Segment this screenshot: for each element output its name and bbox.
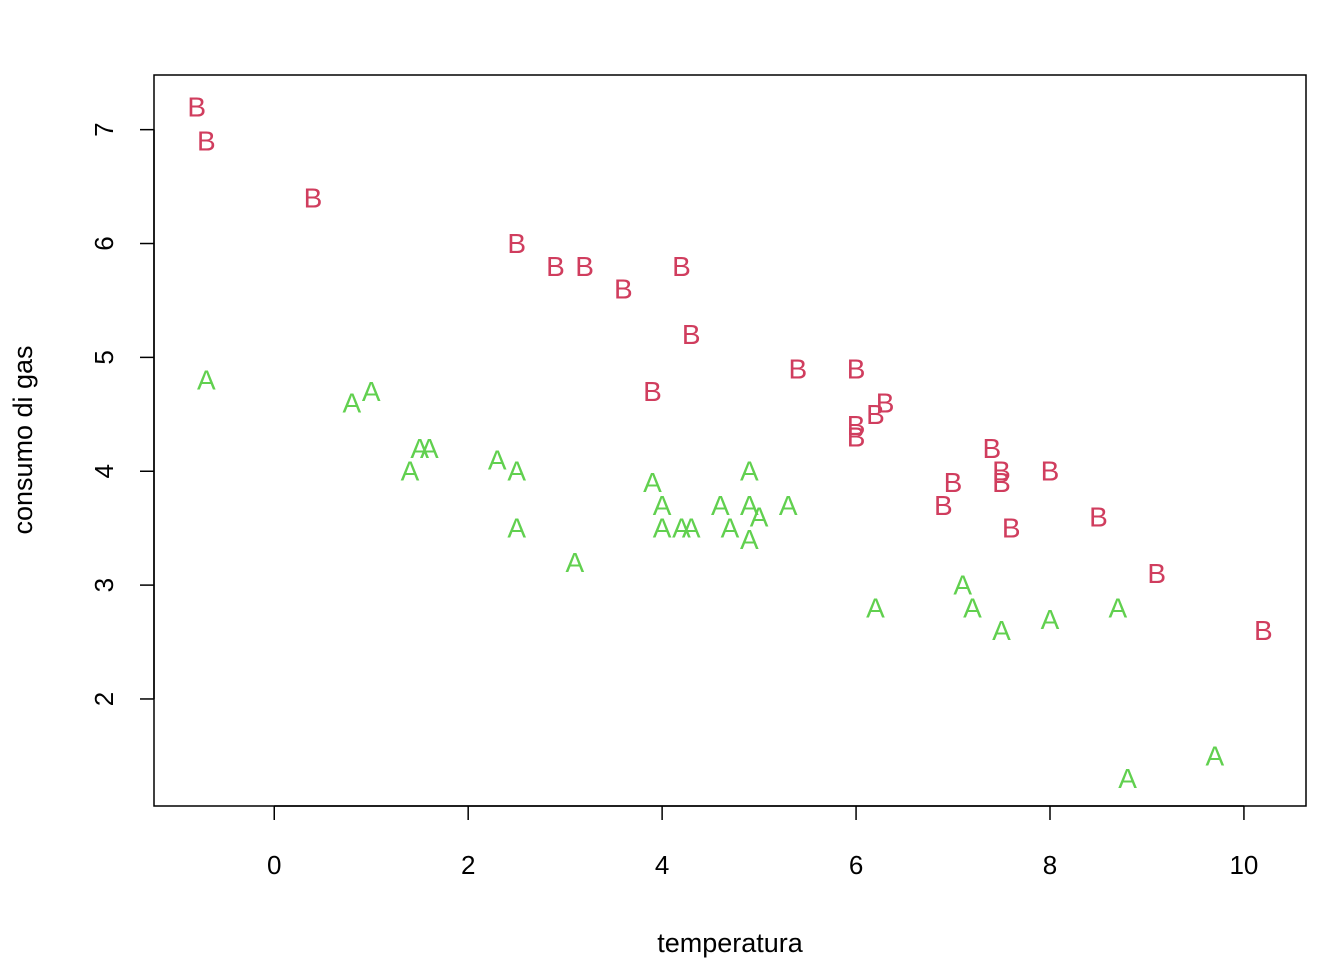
data-point-a: A bbox=[953, 570, 972, 601]
data-point-a: A bbox=[566, 547, 585, 578]
x-tick-label: 6 bbox=[849, 850, 863, 880]
data-point-a: A bbox=[721, 513, 740, 544]
data-point-b: B bbox=[847, 410, 866, 441]
data-point-a: A bbox=[507, 513, 526, 544]
x-axis: 0 2 4 6 8 10 bbox=[267, 805, 1258, 880]
y-tick-label: 4 bbox=[89, 464, 119, 478]
data-point-b: B bbox=[643, 376, 662, 407]
data-point-b: B bbox=[197, 126, 216, 157]
data-point-b: B bbox=[934, 490, 953, 521]
y-tick-label: 5 bbox=[89, 350, 119, 364]
data-point-b: B bbox=[1089, 501, 1108, 532]
data-point-b: B bbox=[992, 456, 1011, 487]
plot-frame bbox=[153, 74, 1307, 807]
data-point-a: A bbox=[779, 490, 798, 521]
data-point-b: B bbox=[546, 251, 565, 282]
data-point-b: B bbox=[187, 91, 206, 122]
data-point-b: B bbox=[847, 422, 866, 453]
data-point-a: A bbox=[643, 467, 662, 498]
data-point-a: A bbox=[992, 615, 1011, 646]
x-tick-label: 2 bbox=[461, 850, 475, 880]
data-point-b: B bbox=[1002, 513, 1021, 544]
data-point-a: A bbox=[963, 592, 982, 623]
data-point-b: B bbox=[1254, 615, 1273, 646]
x-tick-label: 8 bbox=[1043, 850, 1057, 880]
data-point-a: A bbox=[1206, 740, 1225, 771]
data-point-a: A bbox=[401, 456, 420, 487]
x-tick-label: 4 bbox=[655, 850, 669, 880]
data-point-b: B bbox=[672, 251, 691, 282]
data-point-b: B bbox=[992, 467, 1011, 498]
data-point-b: B bbox=[847, 353, 866, 384]
x-axis-label: temperatura bbox=[657, 928, 804, 958]
data-point-a: A bbox=[488, 444, 507, 475]
data-point-a: A bbox=[1109, 592, 1128, 623]
data-point-a: A bbox=[750, 501, 769, 532]
data-point-b: B bbox=[866, 399, 885, 430]
data-point-a: A bbox=[420, 433, 439, 464]
x-tick-label: 0 bbox=[267, 850, 281, 880]
y-tick-label: 6 bbox=[89, 236, 119, 250]
data-point-a: A bbox=[653, 490, 672, 521]
data-point-a: A bbox=[507, 456, 526, 487]
data-point-a: A bbox=[653, 513, 672, 544]
data-point-b: B bbox=[304, 182, 323, 213]
data-point-a: A bbox=[197, 365, 216, 396]
y-axis: 2 3 4 5 6 7 bbox=[89, 122, 155, 706]
data-point-a: A bbox=[362, 376, 381, 407]
data-point-b: B bbox=[876, 387, 895, 418]
data-point-a: A bbox=[711, 490, 730, 521]
data-point-b: B bbox=[1041, 456, 1060, 487]
data-point-a: A bbox=[866, 592, 885, 623]
data-point-b: B bbox=[944, 467, 963, 498]
data-point-a: A bbox=[672, 513, 691, 544]
y-tick-label: 3 bbox=[89, 578, 119, 592]
y-tick-label: 7 bbox=[89, 122, 119, 136]
data-point-a: A bbox=[740, 456, 759, 487]
data-point-a: A bbox=[1118, 763, 1137, 794]
y-axis-label: consumo di gas bbox=[8, 345, 38, 534]
data-point-a: A bbox=[342, 387, 361, 418]
data-point-b: B bbox=[575, 251, 594, 282]
data-point-b: B bbox=[789, 353, 808, 384]
data-point-a: A bbox=[1041, 604, 1060, 635]
y-tick-label: 2 bbox=[89, 692, 119, 706]
x-tick-label: 10 bbox=[1229, 850, 1258, 880]
data-point-a: A bbox=[740, 490, 759, 521]
data-point-b: B bbox=[982, 433, 1001, 464]
data-point-b: B bbox=[614, 274, 633, 305]
data-point-b: B bbox=[682, 319, 701, 350]
data-point-a: A bbox=[740, 524, 759, 555]
data-point-a: A bbox=[682, 513, 701, 544]
data-point-b: B bbox=[1147, 558, 1166, 589]
data-point-b: B bbox=[507, 228, 526, 259]
data-point-a: A bbox=[410, 433, 429, 464]
